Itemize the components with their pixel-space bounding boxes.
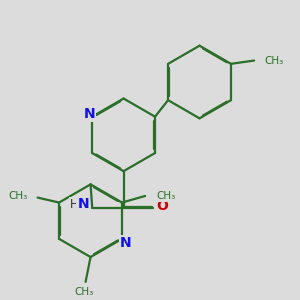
Text: N: N (120, 236, 132, 250)
Text: CH₃: CH₃ (74, 287, 94, 297)
Text: N: N (77, 197, 89, 211)
Text: O: O (157, 199, 169, 213)
Text: CH₃: CH₃ (157, 191, 176, 201)
Text: N: N (84, 107, 95, 121)
Text: H: H (70, 198, 78, 211)
Text: CH₃: CH₃ (264, 56, 283, 65)
Text: CH₃: CH₃ (8, 191, 28, 201)
